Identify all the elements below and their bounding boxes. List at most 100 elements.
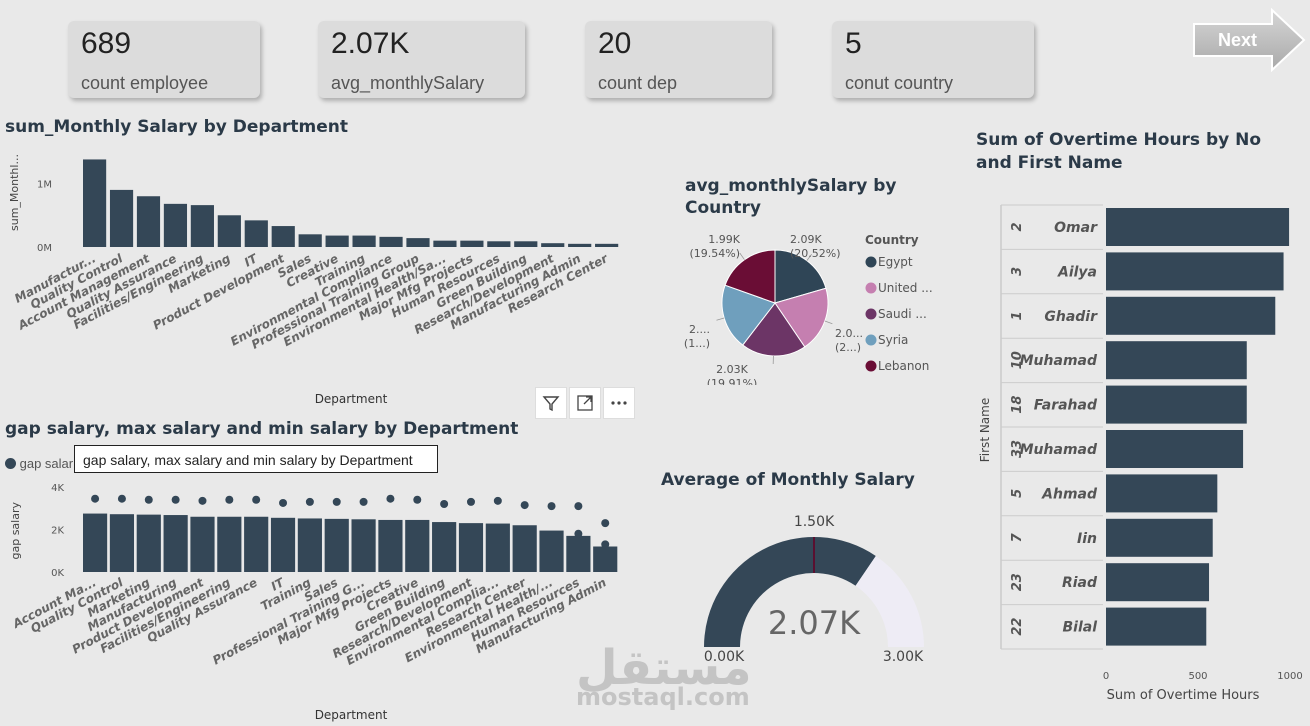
bar[interactable] — [379, 236, 403, 247]
bar[interactable] — [1106, 430, 1244, 468]
bar[interactable] — [1106, 296, 1276, 335]
bar[interactable] — [595, 243, 619, 247]
next-button[interactable]: Next — [1192, 7, 1306, 73]
kpi-label: count dep — [598, 73, 678, 93]
bar[interactable] — [1106, 252, 1284, 291]
bar[interactable] — [270, 517, 296, 572]
y-axis-label: sum_Monthl... — [8, 154, 21, 231]
bar[interactable] — [566, 535, 591, 572]
bar[interactable] — [487, 241, 511, 247]
no-label: 7 — [1010, 532, 1025, 542]
bar[interactable] — [271, 226, 295, 247]
pie-slice[interactable] — [774, 287, 829, 348]
no-label: 22 — [1010, 618, 1025, 636]
bar[interactable] — [1106, 474, 1218, 513]
more-icon — [611, 401, 627, 405]
max-salary-dot — [225, 495, 234, 504]
bar[interactable] — [163, 515, 188, 572]
filter-button[interactable] — [535, 387, 567, 419]
bar[interactable] — [433, 240, 457, 247]
no-label: 5 — [1010, 489, 1025, 498]
bar[interactable] — [458, 523, 484, 572]
slice-label-pct: (19.91%) — [707, 377, 758, 385]
bar[interactable] — [217, 215, 241, 247]
bar[interactable] — [1106, 563, 1210, 602]
bar[interactable] — [244, 220, 268, 247]
y-tick-label: 4K — [51, 483, 64, 494]
pie-slice[interactable] — [774, 249, 827, 304]
y-tick-label: 2K — [51, 526, 64, 537]
bar[interactable] — [460, 240, 484, 247]
max-salary-dot — [171, 495, 180, 504]
bar[interactable] — [514, 241, 538, 247]
legend-marker — [865, 308, 877, 320]
bar[interactable] — [1106, 518, 1213, 557]
bar[interactable] — [378, 519, 403, 572]
bar[interactable] — [1106, 385, 1247, 424]
bar[interactable] — [406, 238, 430, 247]
pie-slice[interactable] — [721, 284, 776, 346]
gauge-remaining-arc — [855, 556, 924, 647]
bar[interactable] — [298, 234, 322, 247]
bar[interactable] — [1106, 208, 1290, 246]
bar[interactable] — [297, 518, 322, 572]
max-salary-dot — [440, 500, 449, 508]
bar[interactable] — [190, 516, 215, 572]
no-label: 18 — [1010, 396, 1025, 414]
bar[interactable] — [109, 514, 135, 572]
bar[interactable] — [136, 196, 161, 247]
bar[interactable] — [324, 518, 349, 572]
bar[interactable] — [109, 189, 134, 247]
slice-label-pct: (19.54%) — [689, 247, 740, 260]
name-label: Riad — [1062, 575, 1098, 591]
bar[interactable] — [83, 159, 107, 247]
bar[interactable] — [136, 514, 161, 572]
salary-gauge[interactable]: 1.50K 2.07K 0.00K 3.00K — [690, 505, 940, 670]
focus-mode-button[interactable] — [569, 387, 601, 419]
bar[interactable] — [568, 243, 592, 247]
x-tick-label: 500 — [1188, 671, 1207, 682]
max-salary-dot — [413, 495, 422, 504]
bar[interactable] — [163, 203, 188, 247]
slice-label: 1.99K — [708, 233, 740, 246]
bar[interactable] — [351, 519, 376, 572]
salary-by-dept-title: sum_Monthly Salary by Department — [5, 117, 349, 137]
bar[interactable] — [83, 513, 108, 572]
name-label: Muhamad — [1020, 442, 1098, 458]
chart-tooltip: gap salary, max salary and min salary by… — [74, 445, 438, 473]
watermark-logo: مستقل — [576, 640, 752, 696]
bar[interactable] — [405, 519, 430, 572]
name-label: Iin — [1077, 531, 1097, 547]
bar[interactable] — [352, 235, 376, 247]
bar[interactable] — [217, 516, 242, 572]
pie-slice[interactable] — [741, 302, 806, 357]
next-label: Next — [1218, 30, 1258, 50]
more-options-button[interactable] — [603, 387, 635, 419]
gauge-value-arc — [704, 537, 876, 647]
legend-item: Saudi ... — [878, 307, 927, 321]
bar[interactable] — [1106, 341, 1247, 380]
bar[interactable] — [190, 205, 214, 247]
bar[interactable] — [512, 525, 537, 572]
legend-marker — [865, 282, 877, 294]
slice-label-pct: (1...) — [684, 337, 710, 350]
bar[interactable] — [244, 516, 269, 572]
bar[interactable] — [541, 243, 565, 247]
name-label: Omar — [1054, 220, 1098, 236]
gauge-min-label: 0.00K — [704, 649, 745, 665]
legend-label: gap salar — [19, 456, 74, 471]
bar[interactable] — [1106, 607, 1207, 646]
pie-slice[interactable] — [724, 249, 776, 304]
bar[interactable] — [432, 522, 457, 572]
bar[interactable] — [485, 523, 510, 572]
legend-item: Egypt — [878, 255, 913, 269]
bar[interactable] — [539, 530, 564, 572]
kpi-label: avg_monthlySalary — [331, 73, 485, 93]
country-pie-chart[interactable]: 2.09K(20.52%) 2.0...(2...) 2.03K(19.91%) 2.… — [670, 225, 950, 385]
legend-item: United ... — [878, 281, 933, 295]
bar[interactable] — [593, 546, 618, 573]
bar[interactable] — [325, 235, 349, 247]
